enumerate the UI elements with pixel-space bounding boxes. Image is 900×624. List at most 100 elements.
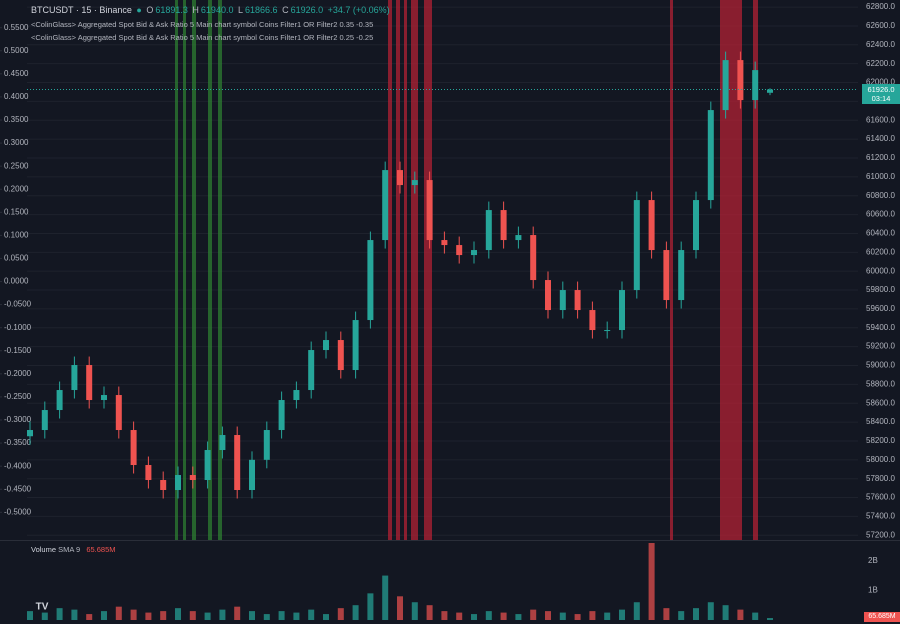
- red-band: [411, 0, 418, 540]
- price-tick-label: 57200.0: [866, 530, 895, 539]
- volume-bar: [323, 614, 329, 620]
- candle-body: [678, 250, 685, 301]
- price-tick-label: 59000.0: [866, 361, 895, 370]
- red-band: [424, 0, 432, 540]
- osc-tick-label: -0.0500: [4, 300, 32, 309]
- osc-tick-label: -0.5000: [4, 507, 32, 516]
- candle-body: [574, 290, 581, 311]
- price-tick-label: 61600.0: [866, 115, 895, 124]
- osc-tick-label: 0.2500: [4, 161, 29, 170]
- candle-body: [145, 465, 152, 481]
- volume-bar: [352, 605, 359, 620]
- osc-tick-label: 0.1500: [4, 207, 29, 216]
- volume-bar: [663, 608, 670, 620]
- red-band: [720, 0, 742, 540]
- candle-body: [722, 60, 729, 111]
- candle-body: [767, 89, 773, 93]
- indicator-label[interactable]: <ColinGlass> Aggregated Spot Bid & Ask R…: [31, 33, 374, 42]
- volume-bar: [189, 611, 196, 620]
- candle-body: [426, 180, 433, 241]
- volume-bar: [293, 612, 300, 620]
- volume-bar: [337, 608, 344, 620]
- volume-bar: [71, 609, 78, 620]
- volume-bar: [145, 612, 152, 620]
- candle-body: [633, 200, 640, 291]
- osc-tick-label: -0.4000: [4, 461, 32, 470]
- volume-bar: [263, 614, 270, 620]
- candle-body: [382, 170, 389, 241]
- indicator-label[interactable]: <ColinGlass> Aggregated Spot Bid & Ask R…: [31, 20, 374, 29]
- candle-body: [471, 250, 477, 256]
- green-band: [183, 0, 186, 540]
- green-band: [192, 0, 196, 540]
- price-tick-label: 58200.0: [866, 436, 895, 445]
- candle-body: [367, 240, 374, 321]
- volume-bar: [545, 611, 551, 620]
- volume-bar: [589, 611, 596, 620]
- osc-tick-label: 0.5000: [4, 46, 29, 55]
- volume-bar: [204, 612, 211, 620]
- volume-title: Volume: [31, 545, 57, 554]
- volume-bar: [648, 543, 655, 620]
- candle-body: [545, 280, 551, 311]
- candle-body: [693, 200, 699, 251]
- candle-body: [411, 180, 418, 186]
- price-tick-label: 62800.0: [866, 2, 895, 11]
- volume-bar: [500, 612, 507, 620]
- volume-bar: [56, 608, 63, 620]
- candle-body: [130, 430, 137, 466]
- ohlc-key: O: [146, 5, 154, 15]
- candle-body: [530, 235, 537, 281]
- volume-bar: [559, 612, 566, 620]
- volume-bar: [471, 614, 477, 620]
- volume-bar: [367, 593, 374, 620]
- red-band: [753, 0, 758, 540]
- volume-bar: [722, 605, 729, 620]
- osc-tick-label: 0.1000: [4, 230, 29, 239]
- volume-bar: [219, 609, 226, 620]
- price-tick-label: 58000.0: [866, 455, 895, 464]
- ohlc-key: L: [237, 5, 243, 15]
- price-tick-label: 58600.0: [866, 398, 895, 407]
- candle-body: [293, 390, 300, 401]
- candle-body: [648, 200, 655, 251]
- price-tick-label: 58400.0: [866, 417, 895, 426]
- candle-body: [737, 60, 744, 101]
- osc-tick-label: 0.2000: [4, 184, 29, 193]
- volume-tick-label: 2B: [868, 556, 878, 565]
- volume-bar: [397, 596, 403, 620]
- candle-body: [515, 235, 522, 241]
- volume-bar: [441, 611, 448, 620]
- price-tick-label: 62200.0: [866, 59, 895, 68]
- candle-body: [56, 390, 63, 411]
- volume-legend[interactable]: Volume SMA 9 65.685M: [31, 545, 116, 554]
- volume-bar: [86, 614, 93, 620]
- candle-body: [323, 340, 329, 351]
- candle-body: [115, 395, 122, 431]
- volume-bar: [175, 608, 181, 620]
- osc-tick-label: 0.4000: [4, 92, 29, 101]
- candle-body: [500, 210, 507, 241]
- volume-bar: [767, 618, 773, 620]
- volume-bar: [707, 602, 714, 620]
- ohlc-value: 61926.0: [290, 5, 324, 15]
- candle-body: [175, 475, 181, 491]
- volume-bar: [515, 614, 522, 620]
- candle-body: [41, 410, 48, 431]
- price-tick-label: 61400.0: [866, 134, 895, 143]
- red-band: [388, 0, 392, 540]
- price-tick-label: 57600.0: [866, 493, 895, 502]
- candle-body: [219, 435, 226, 451]
- candle-body: [234, 435, 241, 491]
- candle-body: [619, 290, 625, 331]
- candle-body: [559, 290, 566, 311]
- sma-tag: 65.685M: [864, 612, 900, 622]
- osc-tick-label: -0.3500: [4, 438, 32, 447]
- volume-bar: [530, 609, 537, 620]
- price-tick-label: 58800.0: [866, 379, 895, 388]
- price-tick-label: 59800.0: [866, 285, 895, 294]
- ohlc-value: 61940.0: [200, 5, 234, 15]
- volume-bar: [115, 606, 122, 620]
- candle-body: [263, 430, 270, 460]
- price-tick-label: 61000.0: [866, 172, 895, 181]
